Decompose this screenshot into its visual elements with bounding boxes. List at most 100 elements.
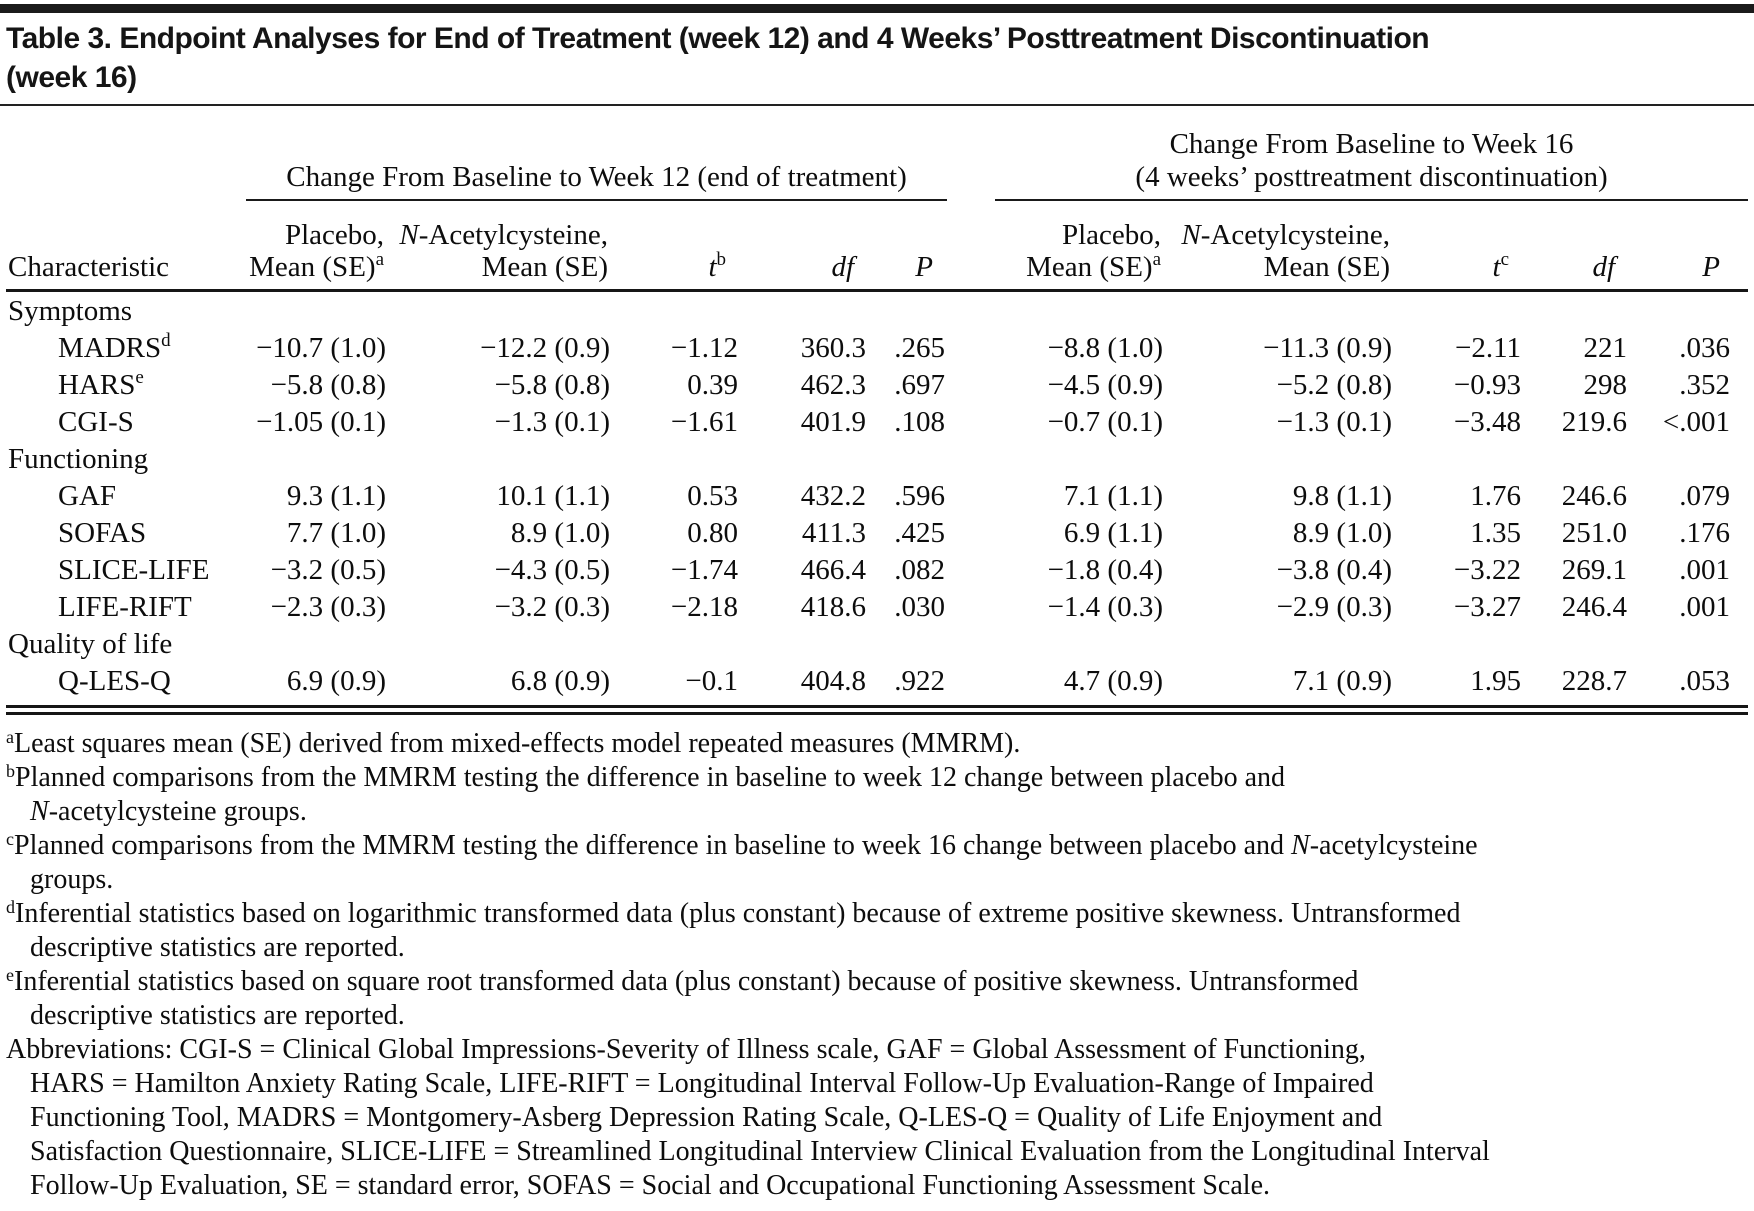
table-cell: .053 <box>1679 664 1731 697</box>
footnote-line: cPlanned comparisons from the MMRM testi… <box>6 829 1748 863</box>
group-label: Functioning <box>8 442 149 475</box>
week16-group-header: Change From Baseline to Week 16 (4 weeks… <box>995 110 1749 201</box>
nac-label-italic: N <box>399 219 419 251</box>
table-cell: −2.18 <box>670 590 738 623</box>
row-label: GAF <box>58 479 117 512</box>
table-cell: .352 <box>1679 368 1731 401</box>
table-data-row: SOFAS 7.7 (1.0) 8.9 (1.0) 0.80 411.3 .425 6.9 … <box>6 514 1748 551</box>
column-gap <box>947 551 995 588</box>
table-cell: .596 <box>894 479 945 512</box>
table-cell: 298 <box>1583 368 1628 401</box>
table-data-row: CGI-S −1.05 (0.1) −1.3 (0.1) −1.61 401.9 .108… <box>6 403 1748 440</box>
mean-se-label: Mean (SE) <box>481 251 608 283</box>
table-group-row: Symptoms <box>6 291 1748 330</box>
table-group-row: Quality of life <box>6 625 1748 662</box>
footnote-marker-c: c <box>1500 249 1509 270</box>
table-cell: .036 <box>1679 331 1731 364</box>
footnote-text: HARS = Hamilton Anxiety Rating Scale, LI… <box>30 1068 1374 1099</box>
table-data-row: HARSe −5.8 (0.8) −5.8 (0.8) 0.39 462.3 .697 −4… <box>6 366 1748 403</box>
table-data-row: GAF 9.3 (1.1) 10.1 (1.1) 0.53 432.2 .596 7.1 (… <box>6 477 1748 514</box>
table-cell: −3.27 <box>1453 590 1521 623</box>
table-cell: −1.12 <box>670 331 738 364</box>
table-cell: −5.8 (0.8) <box>270 368 386 401</box>
table-cell: 9.3 (1.1) <box>286 479 386 512</box>
table-data-row: LIFE-RIFT −2.3 (0.3) −3.2 (0.3) −2.18 418.6.… <box>6 588 1748 625</box>
table-cell: −0.93 <box>1453 368 1521 401</box>
table-cell: 418.6 <box>800 590 866 623</box>
week12-t-column-header: tb <box>612 200 740 292</box>
footnote-text: Satisfaction Questionnaire, SLICE-LIFE =… <box>30 1136 1490 1167</box>
footnote-text: Planned comparisons from the MMRM testin… <box>14 830 1291 861</box>
table-cell: .425 <box>894 516 945 549</box>
row-label: Q-LES-Q <box>58 664 171 697</box>
table-cell: −3.48 <box>1453 405 1521 438</box>
column-gap <box>947 329 995 366</box>
footnote-marker-d: d <box>161 329 171 351</box>
table-cell: 0.39 <box>687 368 738 401</box>
mean-se-label: Mean (SE) <box>1026 251 1153 283</box>
table-cell: −2.3 (0.3) <box>270 590 386 623</box>
footnote-line: bPlanned comparisons from the MMRM testi… <box>6 761 1748 795</box>
table-cell: 246.4 <box>1561 590 1627 623</box>
footnote-line: HARS = Hamilton Anxiety Rating Scale, LI… <box>6 1067 1748 1101</box>
table-cell: −1.3 (0.1) <box>494 405 610 438</box>
nac-label: -Acetylcysteine, <box>1200 219 1390 251</box>
row-label: CGI-S <box>58 405 134 438</box>
footnote-text-italic: N <box>1291 830 1310 861</box>
table-cell: 0.80 <box>687 516 738 549</box>
table-cell: 6.9 (0.9) <box>286 664 386 697</box>
group-label: Symptoms <box>8 294 133 327</box>
column-gap <box>947 366 995 403</box>
footnote-text: Planned comparisons from the MMRM testin… <box>15 762 1285 793</box>
footnote-marker-b: b <box>716 249 727 270</box>
table-cell: 6.9 (1.1) <box>1063 516 1163 549</box>
footnote-marker-b: b <box>6 761 15 781</box>
footnote-text: Least squares mean (SE) derived from mix… <box>14 728 1021 759</box>
footnote-text: Inferential statistics based on square r… <box>14 966 1359 997</box>
footnote-line: groups. <box>6 863 1748 897</box>
week16-group-header-line1: Change From Baseline to Week 16 <box>1169 128 1574 160</box>
table-title: Table 3. Endpoint Analyses for End of Tr… <box>6 19 1748 97</box>
week12-nac-column-header: N-Acetylcysteine, Mean (SE) <box>388 200 612 292</box>
footnote-text-italic: N <box>30 796 49 827</box>
column-gap <box>947 403 995 440</box>
table-cell: 246.6 <box>1561 479 1627 512</box>
table-title-line1: Table 3. Endpoint Analyses for End of Tr… <box>6 22 1430 55</box>
column-gap <box>947 477 995 514</box>
spanning-header-row: Change From Baseline to Week 12 (end of … <box>6 110 1749 201</box>
table-cell: 10.1 (1.1) <box>496 479 610 512</box>
footnotes: aLeast squares mean (SE) derived from mi… <box>6 727 1748 1203</box>
table-cell: 7.7 (1.0) <box>286 516 386 549</box>
table-cell: 404.8 <box>800 664 866 697</box>
table-cell: −4.3 (0.5) <box>494 553 610 586</box>
week12-group-header: Change From Baseline to Week 12 (end of … <box>246 110 947 201</box>
footnote-line: descriptive statistics are reported. <box>6 931 1748 965</box>
week12-placebo-column-header: Placebo, Mean (SE)a <box>246 200 388 292</box>
p-label: P <box>1702 251 1721 283</box>
table-cell: −1.4 (0.3) <box>1047 590 1163 623</box>
table-cell: 251.0 <box>1561 516 1627 549</box>
table-cell: 8.9 (1.0) <box>1292 516 1392 549</box>
table-body: Symptoms MADRSd −10.7 (1.0) −12.2 (0.9) −1.1… <box>6 291 1748 700</box>
table-cell: 269.1 <box>1561 553 1627 586</box>
table-cell: 0.53 <box>687 479 738 512</box>
footnote-text: descriptive statistics are reported. <box>30 1000 405 1031</box>
footnote-text: groups. <box>30 864 114 895</box>
footnote-marker-a: a <box>6 727 14 747</box>
placebo-label: Placebo, <box>1061 219 1161 251</box>
table-cell: 1.76 <box>1470 479 1521 512</box>
table-group-row: Functioning <box>6 440 1748 477</box>
footnote-marker-a: a <box>375 249 384 270</box>
footnote-line: N-acetylcysteine groups. <box>6 795 1748 829</box>
table-cell: −2.11 <box>1454 331 1521 364</box>
table-cell: 432.2 <box>800 479 866 512</box>
table-bottom-rule <box>6 705 1748 715</box>
table-cell: .082 <box>894 553 945 586</box>
table-cell: −3.2 (0.5) <box>270 553 386 586</box>
table-data-row: Q-LES-Q 6.9 (0.9) 6.8 (0.9) −0.1 404.8 .922 4.… <box>6 662 1748 699</box>
nac-label-italic: N <box>1181 219 1201 251</box>
placebo-label: Placebo, <box>284 219 384 251</box>
table-cell: −8.8 (1.0) <box>1047 331 1163 364</box>
row-label: SLICE-LIFE <box>58 553 210 586</box>
table-cell: 1.35 <box>1470 516 1521 549</box>
